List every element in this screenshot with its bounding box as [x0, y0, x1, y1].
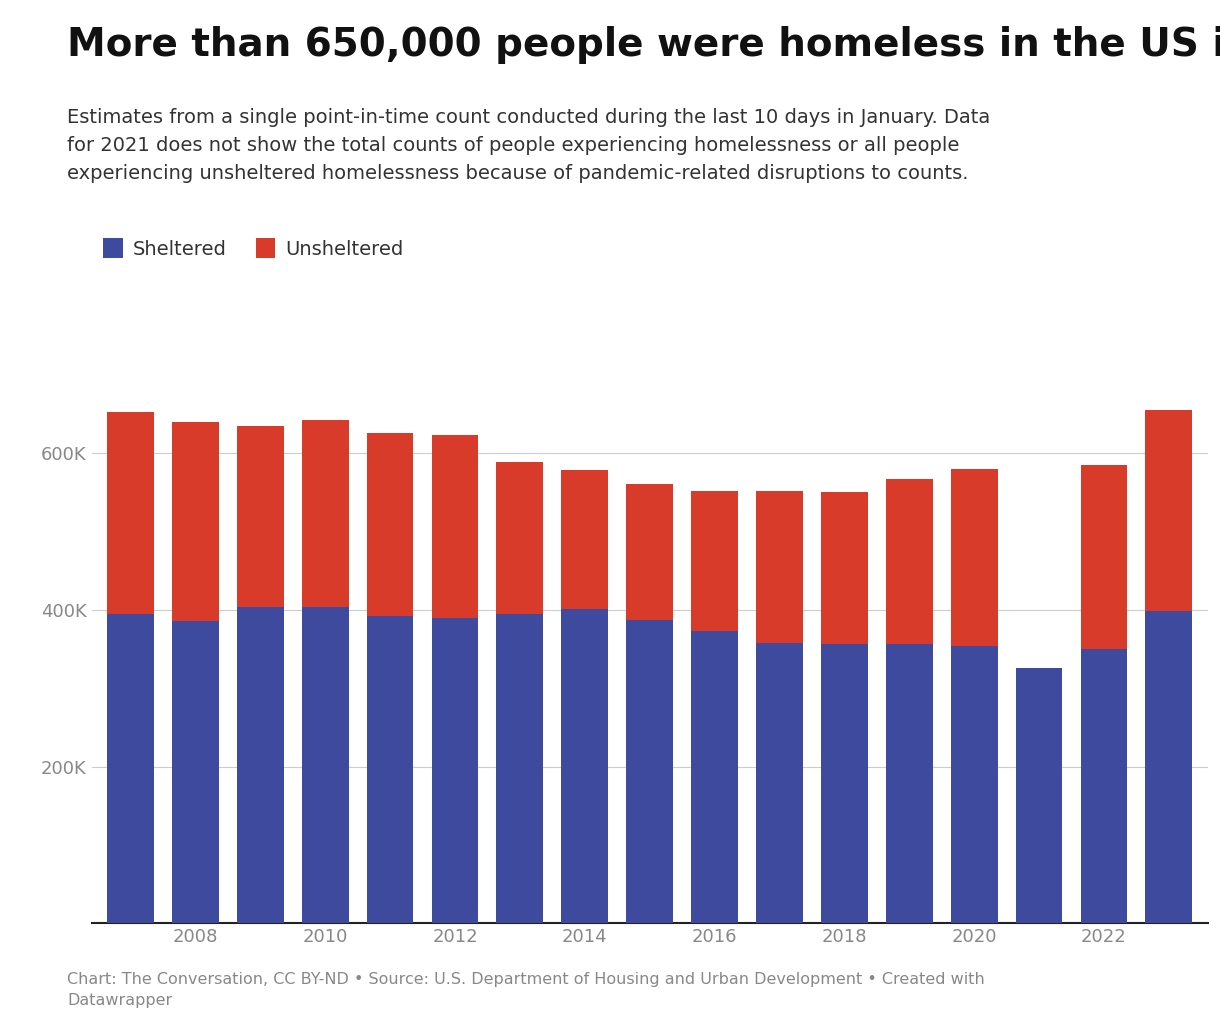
Bar — [1081, 649, 1127, 923]
Bar — [367, 616, 414, 923]
Bar — [950, 645, 998, 923]
Bar — [237, 606, 283, 923]
Bar — [626, 620, 673, 923]
Bar — [107, 412, 154, 615]
Bar — [756, 491, 803, 642]
Bar — [301, 607, 349, 923]
Bar — [626, 484, 673, 620]
Bar — [821, 644, 867, 923]
Bar — [172, 622, 218, 923]
Bar — [432, 435, 478, 618]
Bar — [886, 479, 932, 644]
Bar — [692, 631, 738, 923]
Bar — [432, 618, 478, 923]
Bar — [301, 420, 349, 607]
Bar — [692, 491, 738, 631]
Bar — [886, 644, 932, 923]
Bar — [561, 470, 608, 609]
Bar — [821, 492, 867, 644]
Bar — [237, 426, 283, 606]
Bar — [561, 609, 608, 923]
Bar — [950, 469, 998, 645]
Bar — [172, 422, 218, 622]
Bar — [1146, 409, 1192, 610]
Bar — [107, 615, 154, 923]
Bar — [756, 642, 803, 923]
Legend: Sheltered, Unsheltered: Sheltered, Unsheltered — [95, 231, 411, 267]
Text: Estimates from a single point-in-time count conducted during the last 10 days in: Estimates from a single point-in-time co… — [67, 108, 991, 183]
Bar — [497, 462, 543, 615]
Text: Chart: The Conversation, CC BY-ND • Source: U.S. Department of Housing and Urban: Chart: The Conversation, CC BY-ND • Sour… — [67, 972, 985, 1008]
Bar — [367, 433, 414, 616]
Bar — [1016, 668, 1063, 923]
Bar — [1146, 610, 1192, 923]
Bar — [1081, 466, 1127, 649]
Text: More than 650,000 people were homeless in the US in 2023: More than 650,000 people were homeless i… — [67, 26, 1220, 64]
Bar — [497, 615, 543, 923]
